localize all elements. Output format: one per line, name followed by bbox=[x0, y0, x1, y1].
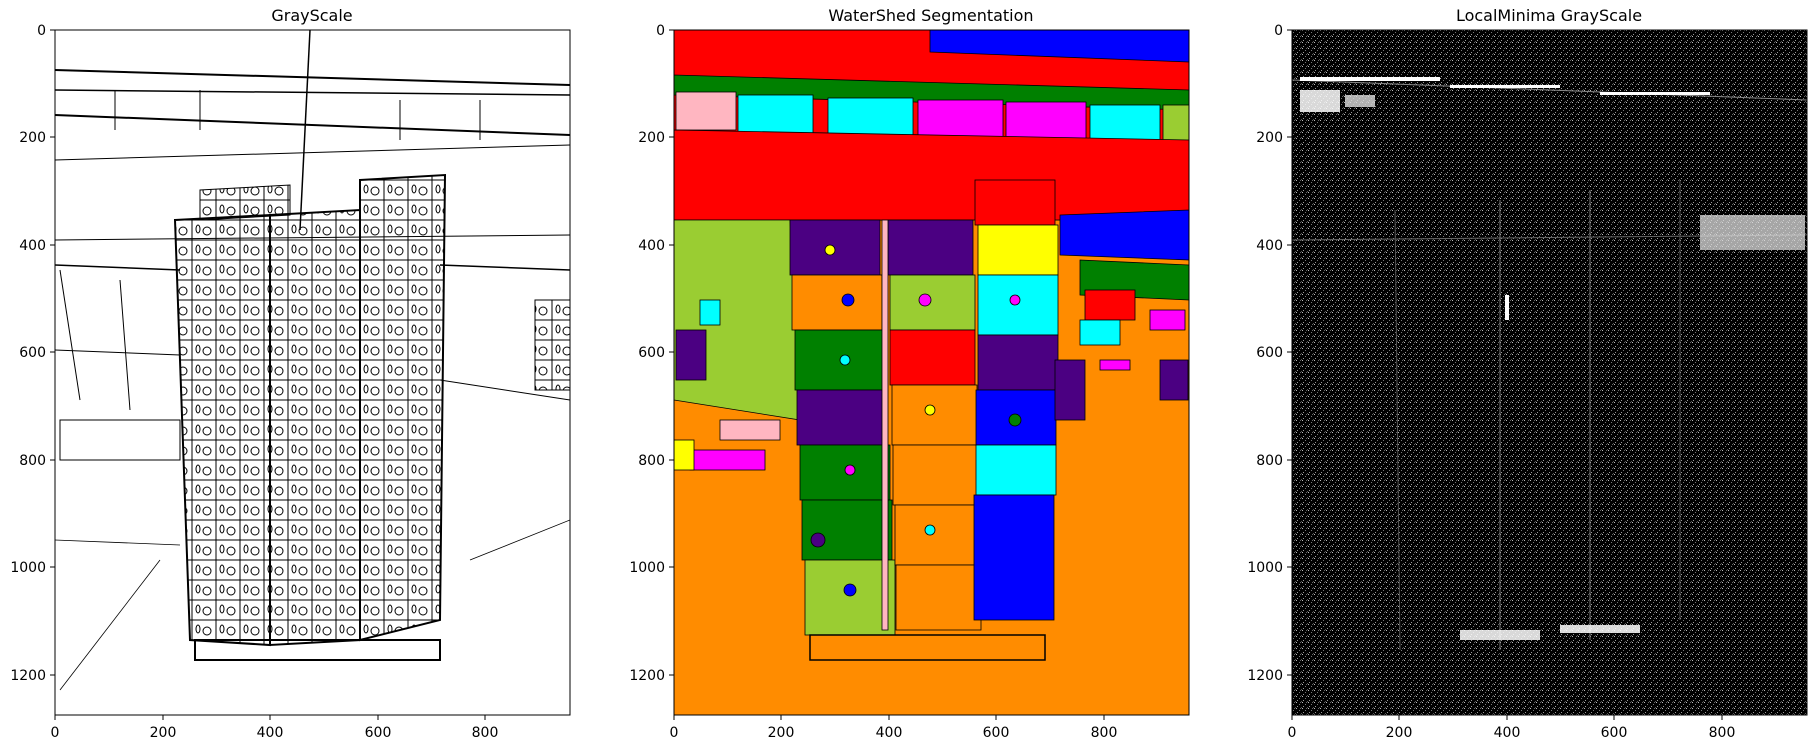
y-axis-ticks: 0 200 400 600 800 1000 1200 bbox=[1247, 23, 1292, 684]
x-tick-label: 800 bbox=[1091, 725, 1118, 741]
x-tick-label: 600 bbox=[983, 725, 1010, 741]
y-tick-label: 1200 bbox=[10, 668, 46, 684]
x-tick-label: 200 bbox=[150, 725, 177, 741]
x-tick-label: 400 bbox=[257, 725, 284, 741]
y-axis-ticks: 0 200 400 600 800 1000 1200 bbox=[10, 23, 55, 684]
x-tick-label: 400 bbox=[876, 725, 903, 741]
x-tick-label: 600 bbox=[365, 725, 392, 741]
y-axis-ticks: 0 200 400 600 800 1000 1200 bbox=[629, 23, 674, 684]
y-tick-label: 1200 bbox=[629, 668, 665, 684]
y-tick-label: 1000 bbox=[1247, 560, 1283, 576]
x-tick-label: 0 bbox=[670, 725, 679, 741]
x-axis-ticks: 0 200 400 600 800 bbox=[670, 715, 1118, 741]
panel-title: LocalMinima GrayScale bbox=[1456, 6, 1642, 25]
x-axis-ticks: 0 200 400 600 800 bbox=[51, 715, 499, 741]
y-tick-label: 800 bbox=[638, 453, 665, 469]
y-tick-label: 200 bbox=[638, 130, 665, 146]
panel-title: WaterShed Segmentation bbox=[828, 6, 1033, 25]
y-tick-label: 400 bbox=[19, 238, 46, 254]
x-tick-label: 400 bbox=[1494, 725, 1521, 741]
y-tick-label: 0 bbox=[37, 23, 46, 39]
y-tick-label: 1000 bbox=[10, 560, 46, 576]
y-tick-label: 400 bbox=[638, 238, 665, 254]
y-tick-label: 600 bbox=[19, 345, 46, 361]
y-tick-label: 1200 bbox=[1247, 668, 1283, 684]
y-tick-label: 200 bbox=[1256, 130, 1283, 146]
x-tick-label: 200 bbox=[1386, 725, 1413, 741]
panel-localminima: LocalMinima GrayScale 0 200 400 bbox=[1247, 6, 1808, 741]
y-tick-label: 1000 bbox=[629, 560, 665, 576]
panel-title: GrayScale bbox=[271, 6, 352, 25]
y-tick-label: 400 bbox=[1256, 238, 1283, 254]
y-tick-label: 600 bbox=[1256, 345, 1283, 361]
x-tick-label: 800 bbox=[472, 725, 499, 741]
x-tick-label: 0 bbox=[51, 725, 60, 741]
x-tick-label: 800 bbox=[1709, 725, 1736, 741]
x-tick-label: 200 bbox=[768, 725, 795, 741]
panel-watershed: WaterShed Segmentation bbox=[629, 6, 1190, 741]
x-axis-ticks: 0 200 400 600 800 bbox=[1288, 715, 1736, 741]
y-tick-label: 800 bbox=[1256, 453, 1283, 469]
x-tick-label: 600 bbox=[1601, 725, 1628, 741]
y-tick-label: 0 bbox=[656, 23, 665, 39]
y-tick-label: 600 bbox=[638, 345, 665, 361]
panel-grayscale: GrayScale bbox=[10, 6, 571, 741]
grayscale-image bbox=[55, 30, 570, 715]
x-tick-label: 0 bbox=[1288, 725, 1297, 741]
localminima-image bbox=[1292, 30, 1807, 715]
watershed-image bbox=[674, 30, 1189, 715]
y-tick-label: 0 bbox=[1274, 23, 1283, 39]
y-tick-label: 200 bbox=[19, 130, 46, 146]
y-tick-label: 800 bbox=[19, 453, 46, 469]
